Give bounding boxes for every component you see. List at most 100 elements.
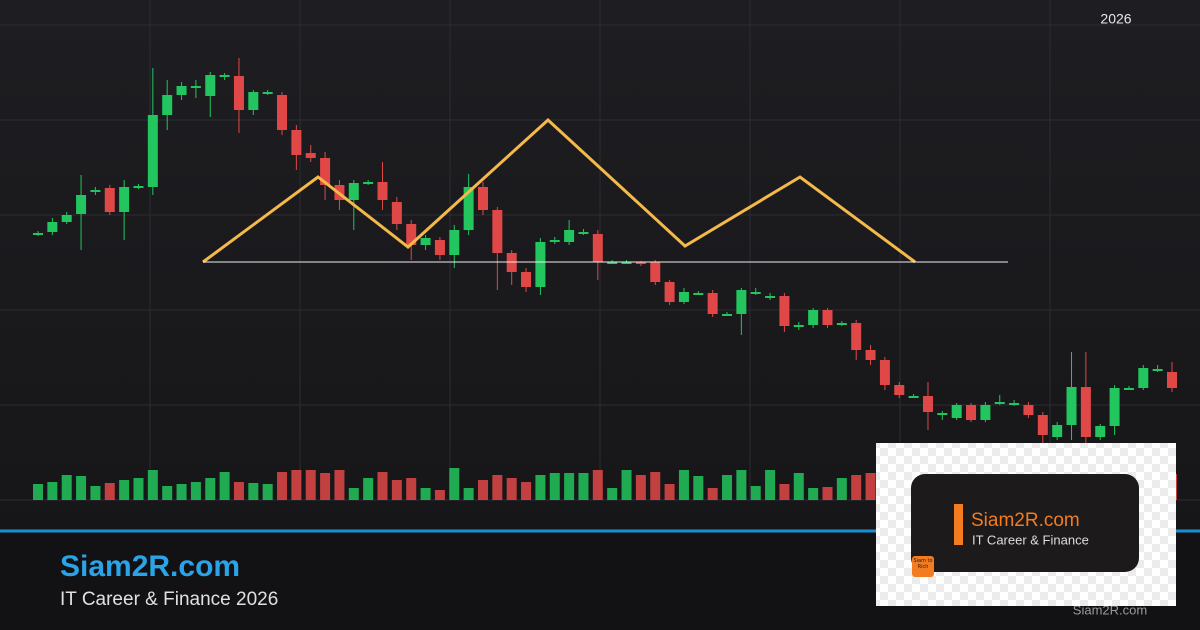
candle-body <box>47 222 58 232</box>
volume-bar <box>765 470 776 500</box>
volume-bar <box>492 475 503 500</box>
volume-bar <box>736 470 747 500</box>
candle-body <box>1095 426 1106 437</box>
candle-body <box>664 282 675 302</box>
candle-body <box>851 323 862 350</box>
volume-bar <box>449 468 460 500</box>
candle-body <box>635 262 646 264</box>
volume-bar <box>851 475 862 500</box>
candle-body <box>320 158 331 185</box>
candle-body <box>678 292 689 302</box>
candle-body <box>765 296 776 298</box>
volume-bar <box>90 486 101 500</box>
volume-bar <box>291 470 302 500</box>
candle-body <box>865 350 876 360</box>
candle-body <box>549 240 560 242</box>
candle-body <box>33 233 43 235</box>
volume-bar <box>233 482 244 500</box>
candle-body <box>477 187 488 210</box>
volume-bar <box>621 470 632 500</box>
candle-body <box>894 385 905 395</box>
candle-body <box>420 238 431 245</box>
candle-body <box>836 323 847 325</box>
volume-bar <box>822 487 833 500</box>
candle-body <box>908 396 919 398</box>
candle-body <box>1066 387 1077 425</box>
volume-bar <box>348 488 359 500</box>
volume-bar <box>406 478 417 500</box>
candle-body <box>262 92 273 94</box>
volume-bar <box>104 483 115 500</box>
candle-body <box>1052 425 1063 437</box>
candle-body <box>578 232 589 234</box>
candle-body <box>434 240 445 255</box>
candle-body <box>750 292 761 294</box>
volume-bar <box>205 478 216 500</box>
volume-bar <box>779 484 790 500</box>
candle-body <box>564 230 575 242</box>
volume-bar <box>305 470 316 500</box>
logo-subtitle: IT Career & Finance <box>972 532 1089 547</box>
candle-body <box>722 314 733 316</box>
candle-body <box>707 293 718 314</box>
candle-body <box>535 242 546 287</box>
candle-body <box>1138 368 1149 388</box>
logo-icon-label: Siam to Rich <box>913 558 933 570</box>
volume-bar <box>147 470 158 500</box>
candle-body <box>104 188 115 212</box>
volume-bar <box>549 473 560 500</box>
candle-body <box>305 153 316 158</box>
volume-bar <box>61 475 72 500</box>
candle-body <box>391 202 402 224</box>
candle-body <box>521 272 532 287</box>
volume-bar <box>693 476 704 500</box>
candle-body <box>133 186 144 188</box>
candle-body <box>1152 369 1163 371</box>
volume-bar <box>162 486 173 500</box>
logo-bar <box>954 504 963 545</box>
footer-title: Siam2R.com <box>60 550 240 583</box>
volume-bar <box>865 473 876 500</box>
candle-body <box>922 396 933 412</box>
volume-bar <box>277 472 288 500</box>
candle-body <box>90 190 101 192</box>
volume-bar <box>836 478 847 500</box>
candle-body <box>994 402 1005 404</box>
year-label: 2026 <box>1100 11 1131 27</box>
volume-bar <box>133 478 144 500</box>
candle-body <box>951 405 962 418</box>
candle-body <box>277 95 288 130</box>
volume-bar <box>707 488 718 500</box>
candle-body <box>793 325 804 327</box>
candle-body <box>937 413 948 415</box>
volume-bar <box>190 482 201 500</box>
candle-body <box>147 115 158 187</box>
candle-body <box>291 130 302 155</box>
volume-bar <box>650 472 661 500</box>
volume-bar <box>535 475 546 500</box>
candle-body <box>463 187 474 230</box>
volume-bar <box>793 473 804 500</box>
volume-bar <box>607 488 618 500</box>
logo-icon-text: Siam to Rich <box>913 558 933 570</box>
candle-body <box>592 234 603 262</box>
candle-body <box>190 86 201 88</box>
volume-bar <box>678 470 689 500</box>
volume-bar <box>564 473 575 500</box>
volume-bar <box>76 476 87 500</box>
candle-body <box>1109 388 1120 426</box>
candle-body <box>162 95 173 115</box>
candle-body <box>248 92 259 110</box>
candle-body <box>449 230 460 255</box>
candle-body <box>219 75 230 77</box>
candle-body <box>1167 372 1177 388</box>
volume-bar <box>47 482 58 500</box>
volume-bar <box>334 470 345 500</box>
volume-bar <box>750 486 761 500</box>
volume-bar <box>463 488 474 500</box>
footer-subtitle: IT Career & Finance 2026 <box>60 589 278 610</box>
watermark: Siam2R.com <box>1073 602 1147 617</box>
candle-body <box>119 187 130 212</box>
volume-bar <box>377 472 388 500</box>
